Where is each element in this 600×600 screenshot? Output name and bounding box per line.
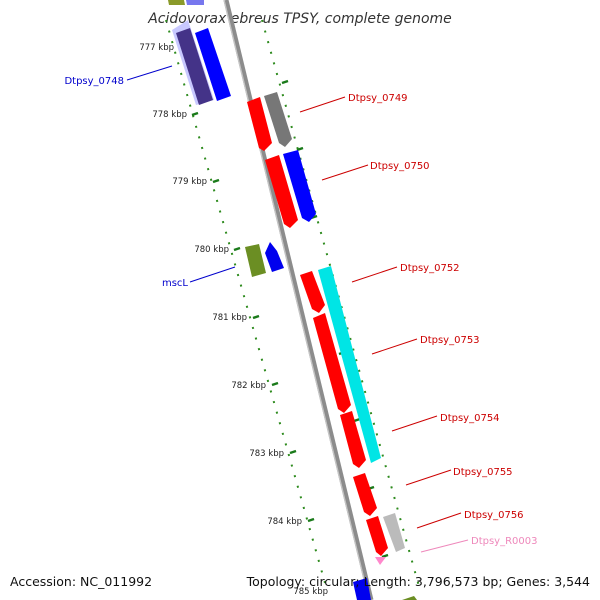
gene-dtpsy-0753-cds <box>313 313 351 413</box>
gene-bottom-blue <box>353 578 371 600</box>
tick-label: 777 kbp <box>139 43 174 53</box>
forward-strand-genes <box>247 92 417 600</box>
genome-backbone-highlight <box>223 0 370 600</box>
reverse-strand-genes <box>168 0 371 600</box>
tick-label: 782 kbp <box>231 381 266 391</box>
gene-label-dtpsy-0752: Dtpsy_0752 <box>400 263 460 274</box>
gene-dtpsy-0749-gray <box>264 92 292 147</box>
tick-label: 779 kbp <box>172 177 207 187</box>
map-title: Acidovorax ebreus TPSY, complete genome <box>147 11 452 27</box>
gene-label-dtpsy-0748: Dtpsy_0748 <box>64 76 124 87</box>
gene-label-dtpsy-0756: Dtpsy_0756 <box>464 510 524 521</box>
tick-ring-inner <box>165 19 328 591</box>
gene-label-dtpsy-0754: Dtpsy_0754 <box>440 413 500 424</box>
gene-dtpsy-R0003-trna <box>375 557 386 565</box>
gene-dtpsy-0748-a <box>176 28 213 105</box>
gene-label-dtpsy-0755: Dtpsy_0755 <box>453 467 513 478</box>
gene-dtpsy-0753-cyan <box>318 266 381 463</box>
gene-dtpsy-0749-cds <box>247 97 272 151</box>
genome-summary-text: Topology: circular; Length: 3,796,573 bp… <box>246 574 590 589</box>
gene-label-dtpsy-0750: Dtpsy_0750 <box>370 161 430 172</box>
gene-label-mscL: mscL <box>162 278 188 289</box>
gene-mscL-olive <box>245 244 266 277</box>
gene-dtpsy-0748-b <box>195 28 231 101</box>
gene-dtpsy-0756-cds <box>366 516 388 556</box>
gene-labels: Dtpsy_0748 Dtpsy_0749 Dtpsy_0750 mscL Dt… <box>64 76 537 547</box>
gene-olive-top <box>168 0 185 5</box>
label-lines <box>126 65 469 553</box>
gene-dtpsy-0756-gray <box>383 513 405 552</box>
gene-dtpsy-0750-blue <box>283 150 316 222</box>
gene-dtpsy-0752-cds <box>300 271 325 313</box>
tick-label: 780 kbp <box>194 245 229 255</box>
accession-text: Accession: NC_011992 <box>10 574 152 589</box>
tick-label: 778 kbp <box>152 110 187 120</box>
gene-dtpsy-0750-cds <box>265 155 298 228</box>
genome-backbone <box>223 0 374 600</box>
tick-label: 785 kbp <box>293 587 328 597</box>
gene-label-dtpsy-0749: Dtpsy_0749 <box>348 93 408 104</box>
gene-label-dtpsy-0753: Dtpsy_0753 <box>420 335 480 346</box>
gene-dtpsy-0754-cds <box>340 411 366 468</box>
gene-dtpsy-0755-cds <box>353 473 377 516</box>
gene-blue-top <box>186 0 204 5</box>
gene-bottom-olive <box>402 596 417 600</box>
tick-label: 783 kbp <box>249 449 284 459</box>
tick-label: 781 kbp <box>212 313 247 323</box>
gene-mscL-blue <box>265 242 284 272</box>
tick-labels: 777 kbp 778 kbp 779 kbp 780 kbp 781 kbp … <box>139 43 328 597</box>
gene-label-dtpsy-R0003: Dtpsy_R0003 <box>471 536 538 547</box>
tick-label: 784 kbp <box>267 517 302 527</box>
